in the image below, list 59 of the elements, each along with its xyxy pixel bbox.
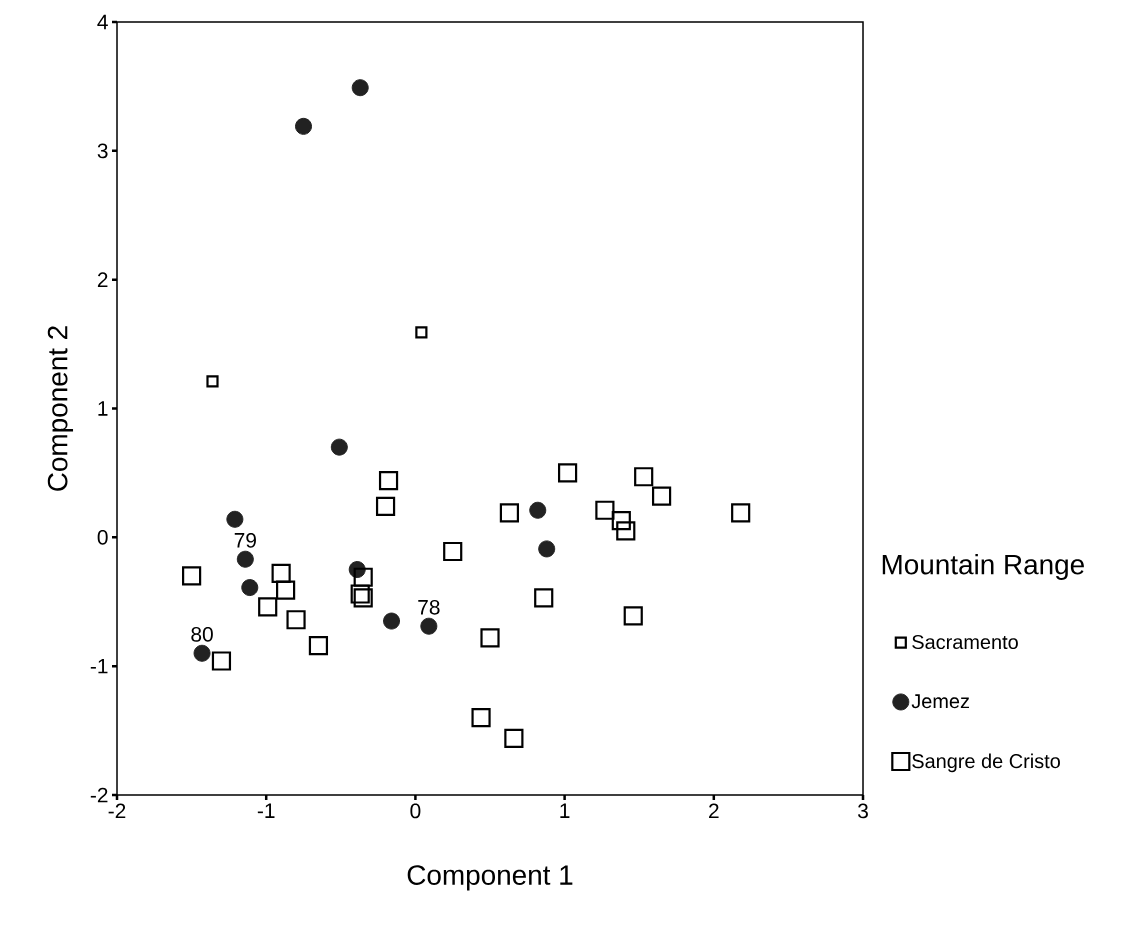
point	[616, 521, 636, 541]
legend-title: Mountain Range	[882, 554, 1084, 580]
point	[651, 486, 672, 506]
point	[595, 500, 615, 520]
point	[534, 588, 554, 608]
point	[236, 550, 254, 568]
point	[378, 471, 399, 491]
point	[383, 612, 401, 630]
x-tick-label: 3	[857, 803, 868, 819]
point	[731, 503, 751, 523]
point	[351, 79, 369, 97]
point	[634, 467, 654, 487]
legend-label: Sangre de Cristo	[912, 753, 1060, 773]
point	[211, 651, 232, 671]
y-tick-label: -1	[90, 658, 108, 674]
point	[241, 579, 259, 597]
point	[286, 610, 306, 630]
annotation: 80	[191, 626, 213, 642]
annotation: 79	[234, 532, 256, 548]
x-tick-label: 1	[560, 803, 570, 818]
annotation: 78	[418, 599, 440, 615]
point	[182, 566, 202, 586]
x-tick-label: -2	[108, 803, 126, 819]
point	[471, 708, 491, 728]
point	[504, 728, 524, 748]
point	[420, 617, 438, 635]
x-tick-label: 2	[709, 803, 719, 819]
point	[415, 326, 428, 339]
point	[193, 644, 211, 662]
point	[258, 597, 278, 617]
x-tick-label: -1	[257, 803, 275, 818]
legend-label: Jemez	[911, 694, 969, 709]
point	[295, 117, 313, 135]
y-tick-label: 1	[98, 401, 108, 416]
y-tick-label: 0	[97, 529, 108, 545]
legend-label: Sacramento	[912, 634, 1018, 650]
point	[308, 635, 329, 656]
x-axis-title: Component 1	[407, 865, 573, 891]
y-tick-label: 3	[97, 143, 108, 159]
point	[206, 375, 219, 388]
point	[557, 463, 578, 483]
point	[443, 541, 463, 562]
point	[529, 501, 547, 519]
point	[330, 438, 348, 456]
y-tick-label: -2	[90, 787, 108, 803]
point	[276, 580, 296, 600]
point	[480, 628, 500, 648]
point	[226, 510, 244, 528]
point	[499, 503, 520, 523]
point	[375, 496, 396, 516]
y-axis-title: Component 2	[47, 326, 74, 491]
point	[353, 567, 373, 587]
point	[538, 540, 556, 558]
point	[611, 510, 631, 531]
point	[623, 606, 643, 626]
y-tick-label: 4	[97, 14, 108, 30]
x-tick-label: 0	[410, 803, 421, 819]
y-tick-label: 2	[97, 272, 108, 287]
point	[271, 563, 291, 583]
